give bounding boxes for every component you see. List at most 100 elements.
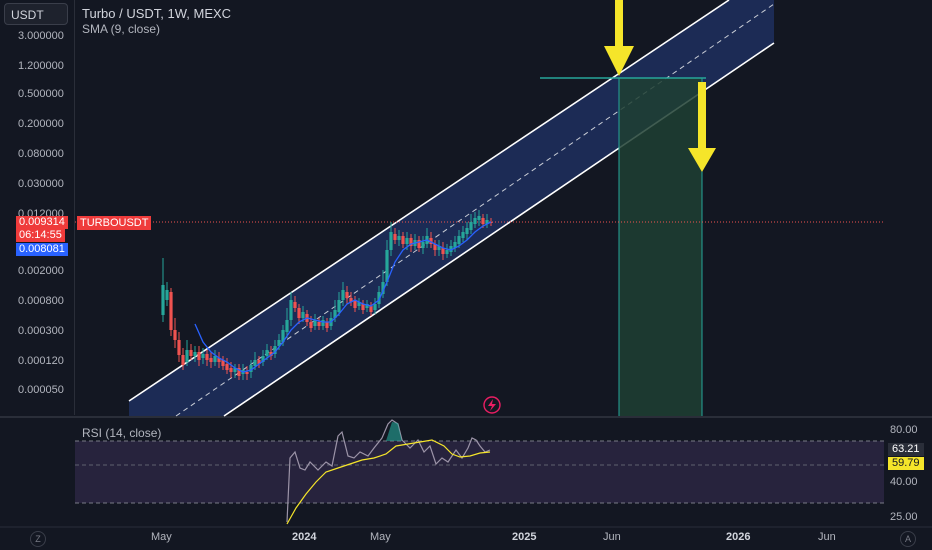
candle-body[interactable] xyxy=(405,238,409,244)
candle-body[interactable] xyxy=(245,372,249,374)
candle-body[interactable] xyxy=(445,250,449,254)
indicator-label[interactable]: SMA (9, close) xyxy=(82,22,161,36)
candle-body[interactable] xyxy=(473,218,477,224)
candle-body[interactable] xyxy=(409,238,413,246)
candle-body[interactable] xyxy=(237,368,241,376)
candle-body[interactable] xyxy=(361,304,365,310)
candle-body[interactable] xyxy=(213,356,217,362)
candle-body[interactable] xyxy=(301,312,305,318)
candle-body[interactable] xyxy=(277,340,281,346)
candle-body[interactable] xyxy=(397,236,401,240)
candle-body[interactable] xyxy=(461,232,465,238)
candle-body[interactable] xyxy=(433,244,437,250)
candle-body[interactable] xyxy=(273,346,277,354)
candle-body[interactable] xyxy=(205,354,209,360)
candle-body[interactable] xyxy=(465,228,469,234)
candle-body[interactable] xyxy=(185,350,189,362)
candle-body[interactable] xyxy=(417,240,421,248)
candle-body[interactable] xyxy=(229,368,233,372)
candlestick-series[interactable] xyxy=(161,210,493,380)
currency-label: USDT xyxy=(11,8,44,22)
candle-body[interactable] xyxy=(477,216,481,220)
symbol-title[interactable]: Turbo / USDT, 1W, MEXC xyxy=(82,6,232,21)
candle-body[interactable] xyxy=(453,242,457,248)
time-label: May xyxy=(151,531,172,543)
candle-body[interactable] xyxy=(373,304,377,310)
candle-body[interactable] xyxy=(457,236,461,244)
price-tick: 3.000000 xyxy=(18,30,64,42)
sma-line[interactable] xyxy=(194,221,492,373)
candle-body[interactable] xyxy=(233,368,237,372)
candle-body[interactable] xyxy=(161,285,165,315)
auto-scale-button[interactable]: A xyxy=(900,531,916,547)
candle-body[interactable] xyxy=(353,300,357,308)
lightning-icon[interactable] xyxy=(483,396,501,414)
candle-body[interactable] xyxy=(393,234,397,240)
candle-body[interactable] xyxy=(365,304,369,308)
candle-body[interactable] xyxy=(333,310,337,318)
candle-body[interactable] xyxy=(253,360,257,366)
candle-body[interactable] xyxy=(193,352,197,356)
candle-body[interactable] xyxy=(313,320,317,326)
candle-body[interactable] xyxy=(309,322,313,328)
rsi-band xyxy=(75,441,884,503)
zoom-button[interactable]: Z xyxy=(30,531,46,547)
candle-body[interactable] xyxy=(225,364,229,370)
candle-body[interactable] xyxy=(189,350,193,356)
candle-body[interactable] xyxy=(285,320,289,332)
candle-body[interactable] xyxy=(181,355,185,365)
arrow-down-icon[interactable] xyxy=(688,82,716,172)
currency-dropdown[interactable]: USDT xyxy=(4,3,68,25)
price-axis[interactable]: 3.000000 1.200000 0.500000 0.200000 0.08… xyxy=(0,0,75,415)
candle-body[interactable] xyxy=(349,298,353,302)
candle-body[interactable] xyxy=(381,282,385,294)
candle-body[interactable] xyxy=(357,302,361,306)
candle-body[interactable] xyxy=(257,360,261,364)
candle-body[interactable] xyxy=(385,250,389,282)
candle-body[interactable] xyxy=(421,242,425,248)
candle-body[interactable] xyxy=(437,246,441,250)
rsi-ma-line[interactable] xyxy=(286,439,491,525)
candle-body[interactable] xyxy=(321,320,325,326)
candle-body[interactable] xyxy=(337,300,341,312)
candle-body[interactable] xyxy=(197,352,201,360)
arrow-down-icon[interactable] xyxy=(604,0,634,76)
candle-body[interactable] xyxy=(345,292,349,298)
candle-body[interactable] xyxy=(265,350,269,356)
candle-body[interactable] xyxy=(269,352,273,356)
candle-body[interactable] xyxy=(209,358,213,362)
candle-body[interactable] xyxy=(281,330,285,342)
candle-body[interactable] xyxy=(221,360,225,366)
candle-body[interactable] xyxy=(201,354,205,358)
candle-body[interactable] xyxy=(249,365,253,372)
channel-upper-line[interactable] xyxy=(128,0,730,402)
candle-body[interactable] xyxy=(429,238,433,244)
candle-body[interactable] xyxy=(341,290,345,300)
candle-body[interactable] xyxy=(165,290,169,300)
candle-body[interactable] xyxy=(441,248,445,254)
rsi-label[interactable]: RSI (14, close) xyxy=(82,426,162,440)
candle-body[interactable] xyxy=(389,232,393,250)
candle-body[interactable] xyxy=(217,358,221,362)
candle-body[interactable] xyxy=(369,306,373,312)
candle-body[interactable] xyxy=(173,330,177,340)
candle-body[interactable] xyxy=(449,246,453,252)
candle-body[interactable] xyxy=(297,308,301,318)
candle-body[interactable] xyxy=(261,356,265,362)
price-tick: 1.200000 xyxy=(18,60,64,72)
candle-body[interactable] xyxy=(401,236,405,244)
candle-body[interactable] xyxy=(481,218,485,224)
candle-body[interactable] xyxy=(325,322,329,328)
candle-body[interactable] xyxy=(289,300,293,320)
rsi-value-tag: 63.21 xyxy=(888,443,924,456)
target-zone[interactable] xyxy=(619,78,702,416)
candle-body[interactable] xyxy=(469,222,473,230)
candle-body[interactable] xyxy=(317,322,321,326)
candle-body[interactable] xyxy=(377,292,381,304)
candle-body[interactable] xyxy=(169,292,173,330)
candle-body[interactable] xyxy=(485,220,489,224)
candle-body[interactable] xyxy=(177,340,181,355)
candle-body[interactable] xyxy=(293,302,297,308)
price-tick: 0.000800 xyxy=(18,295,64,307)
